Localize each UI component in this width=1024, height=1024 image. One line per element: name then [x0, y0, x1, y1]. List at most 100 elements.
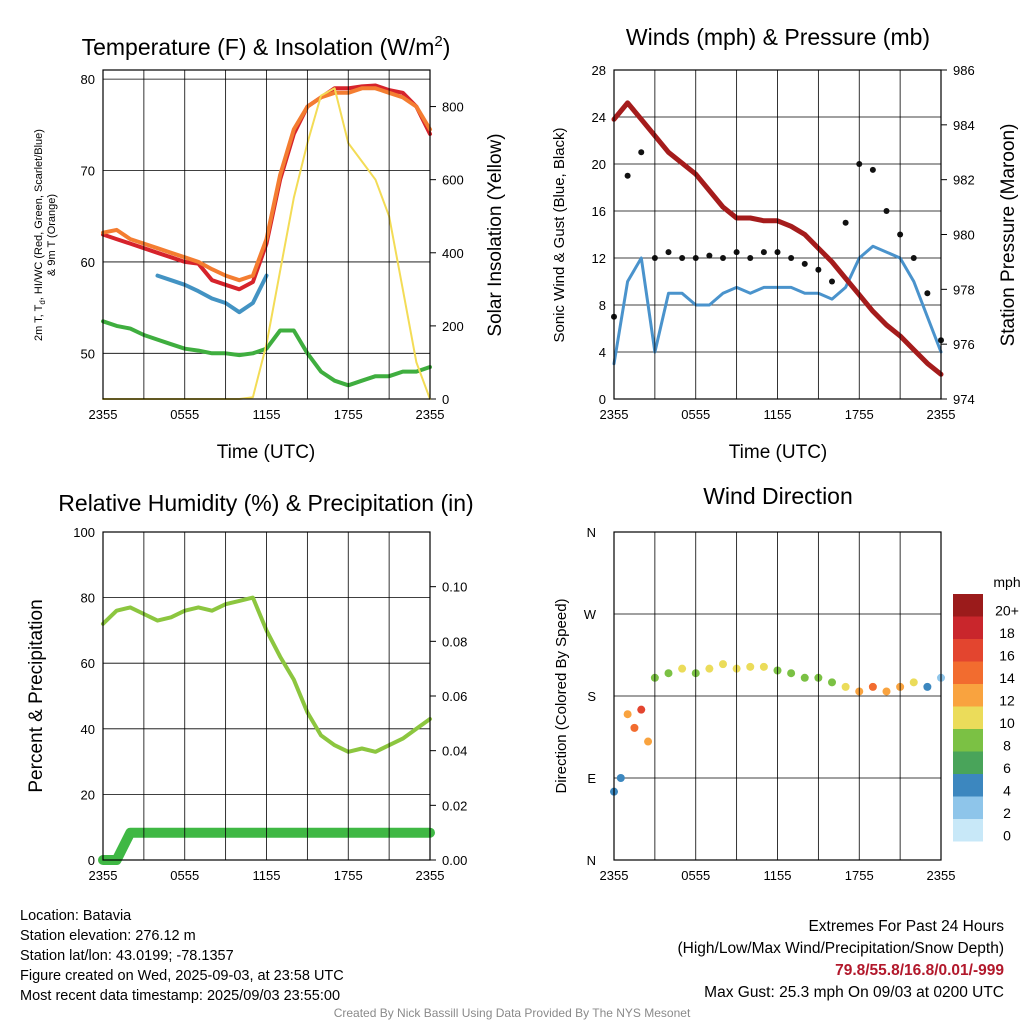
humidity-xtick-label: 0555 — [170, 868, 199, 883]
humidity-panel: Relative Humidity (%) & Precipitation (i… — [26, 490, 474, 883]
direction-grid — [654, 532, 901, 860]
temperature-xtick-label: 2355 — [89, 407, 118, 422]
humidity-xtick-label: 1155 — [253, 868, 281, 883]
gust-point — [924, 290, 931, 297]
humidity-xtick-label: 1755 — [334, 868, 363, 883]
temperature-xlabel: Time (UTC) — [217, 442, 316, 463]
temperature-panel: Temperature (F) & Insolation (W/m2) 2m T… — [33, 33, 506, 463]
humidity-ytick-label: 0 — [88, 853, 95, 868]
winds-y2tick-label: 982 — [953, 173, 975, 188]
winds-y2tick-label: 986 — [953, 63, 975, 78]
winds-xtick-label: 2355 — [600, 407, 629, 422]
direction-point — [644, 737, 653, 746]
legend-swatch — [953, 594, 983, 617]
legend-swatch — [953, 616, 983, 639]
direction-point — [868, 682, 877, 691]
humidity-ytick-label: 80 — [81, 591, 95, 606]
gust-point — [801, 260, 808, 267]
station-location: Location: Batavia — [20, 908, 132, 924]
winds-y2tick-label: 976 — [953, 337, 975, 352]
winds-panel: Winds (mph) & Pressure (mb) Sonic Wind &… — [551, 24, 1019, 463]
gust-point — [720, 255, 726, 261]
temperature-ytick-label: 80 — [81, 72, 95, 87]
temperature-title: Temperature (F) & Insolation (W/m2) — [82, 33, 451, 60]
temperature-grid — [143, 70, 390, 399]
gust-point — [747, 255, 754, 261]
legend-swatch — [953, 819, 983, 842]
temperature-xtick-label: 1755 — [334, 407, 363, 422]
legend-label: 20+ — [995, 602, 1019, 618]
legend-swatch — [953, 774, 983, 797]
direction-point — [787, 669, 796, 678]
temperature-xtick-label: 1155 — [253, 407, 281, 422]
legend-swatch — [953, 661, 983, 684]
humidity-y2tick-label: 0.02 — [442, 798, 467, 813]
gust-point — [910, 255, 917, 261]
direction-point — [705, 664, 714, 673]
legend-label: 16 — [999, 647, 1015, 663]
legend-swatch — [953, 729, 983, 752]
temperature-ylabel-line1: 2m T, Td, HI/WC (Red, Green, Scarlet/Blu… — [33, 129, 47, 341]
temperature-y2tick-label: 800 — [442, 100, 464, 115]
temperature-xtick-label: 2355 — [416, 407, 445, 422]
direction-xtick-label: 1755 — [845, 868, 874, 883]
winds-ytick-label: 16 — [592, 204, 606, 219]
temperature-plot-frame — [102, 69, 431, 400]
direction-xtick-label: 1155 — [764, 868, 792, 883]
wind-chill-line — [155, 273, 269, 315]
direction-panel: Wind Direction Direction (Colored By Spe… — [553, 483, 1021, 883]
legend-label: 10 — [999, 715, 1015, 731]
direction-point — [630, 723, 639, 732]
legend-swatch — [953, 796, 983, 819]
humidity-plot-frame — [102, 531, 431, 861]
winds-ytick-label: 4 — [599, 345, 606, 360]
direction-ytick-label: E — [587, 771, 596, 786]
legend-swatch — [953, 706, 983, 729]
winds-ytick-label: 0 — [599, 392, 606, 407]
humidity-y2tick-label: 0.04 — [442, 744, 467, 759]
gust-point — [760, 249, 767, 256]
humidity-ytick-label: 20 — [81, 787, 95, 802]
winds-title: Winds (mph) & Pressure (mb) — [626, 24, 930, 50]
gust-point — [883, 208, 890, 214]
extremes-title: Extremes For Past 24 Hours — [808, 918, 1004, 935]
humidity-ytick-label: 40 — [81, 722, 95, 737]
station-latlon: Station lat/lon: 43.0199; -78.1357 — [20, 948, 234, 964]
humidity-y2tick-label: 0.00 — [442, 853, 467, 868]
direction-xtick-label: 2355 — [600, 868, 629, 883]
temperature-ytick-label: 50 — [81, 346, 95, 361]
direction-point — [616, 774, 625, 782]
humidity-ytick-label: 100 — [73, 525, 95, 540]
temperature-y2tick-label: 400 — [442, 246, 464, 261]
humidity-ytick-label: 60 — [81, 656, 95, 671]
direction-point — [800, 673, 809, 682]
direction-xtick-label: 0555 — [681, 868, 710, 883]
humidity-xtick-label: 2355 — [89, 868, 118, 883]
humidity-y2tick-label: 0.06 — [442, 689, 467, 704]
direction-point — [719, 660, 727, 669]
gust-point — [665, 249, 672, 256]
direction-point — [759, 662, 768, 671]
humidity-y2tick-label: 0.08 — [442, 634, 467, 649]
winds-ytick-label: 8 — [599, 298, 606, 313]
winds-xtick-label: 2355 — [927, 407, 956, 422]
temperature-y2tick-label: 600 — [442, 173, 464, 188]
winds-xlabel: Time (UTC) — [729, 442, 828, 463]
direction-point — [923, 682, 932, 691]
direction-point — [746, 662, 755, 671]
direction-point — [664, 669, 673, 678]
legend-label: 18 — [999, 625, 1015, 641]
direction-ytick-label: S — [587, 689, 596, 704]
gust-point — [679, 255, 686, 261]
humidity-grid — [143, 532, 390, 860]
legend-swatch — [953, 751, 983, 774]
legend-label: 8 — [1003, 737, 1011, 753]
direction-point — [623, 710, 632, 719]
legend-swatch — [953, 639, 983, 662]
gust-point — [638, 149, 645, 156]
direction-point — [909, 678, 918, 687]
direction-point — [828, 678, 836, 687]
winds-plot-frame — [613, 69, 942, 400]
direction-point — [841, 682, 850, 691]
